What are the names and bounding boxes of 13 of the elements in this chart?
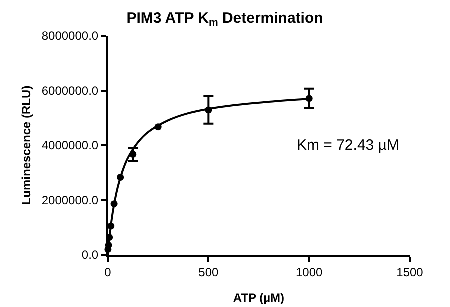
x-axis-title: ATP (µM) bbox=[233, 291, 285, 305]
x-tick-label: 1000 bbox=[296, 265, 323, 280]
annotation: Km = 72.43 µM bbox=[297, 137, 400, 154]
chart-title: PIM3 ATP K$_{m}$ Determination bbox=[126, 10, 324, 29]
x-tick-label: 500 bbox=[198, 265, 219, 280]
y-tick-label: 2000000.0 bbox=[42, 193, 99, 208]
x-tick-label: 1500 bbox=[396, 265, 424, 280]
y-axis-title: Luminescence (RLU) bbox=[20, 86, 34, 206]
y-tick-label: 8000000.0 bbox=[42, 29, 99, 44]
y-tick-label: 4000000.0 bbox=[42, 138, 99, 153]
y-tick-label: 0.0 bbox=[82, 248, 99, 262]
x-tick-label: 0 bbox=[104, 265, 112, 280]
y-tick-label: 6000000.0 bbox=[42, 84, 99, 98]
